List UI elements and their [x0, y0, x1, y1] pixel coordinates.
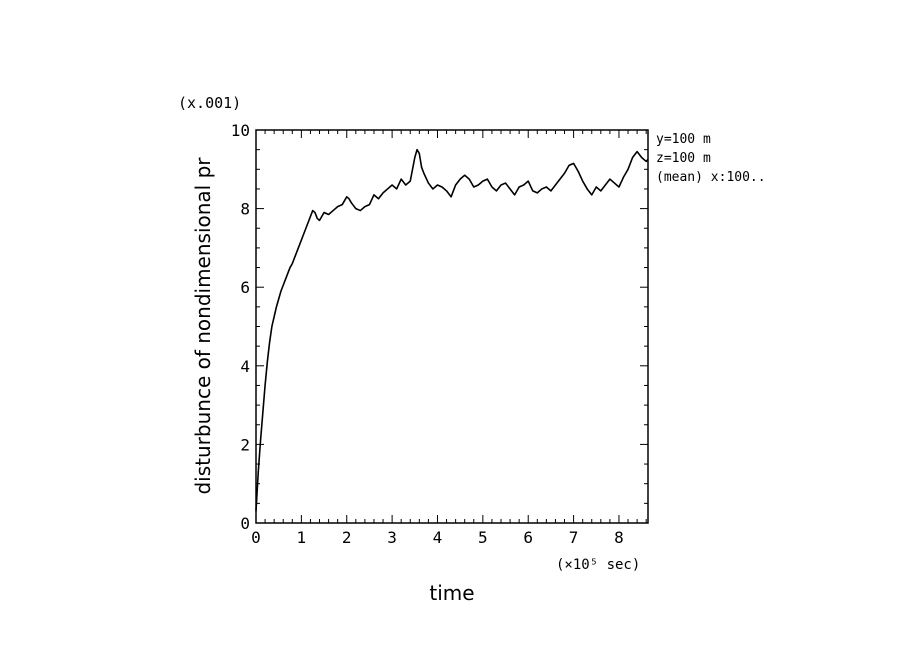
x-tick-label: 5 — [478, 528, 488, 547]
x-tick-label: 3 — [387, 528, 397, 547]
y-tick-label: 8 — [240, 200, 250, 219]
y-scale-label: (x.001) — [178, 94, 241, 112]
y-axis-title: disturbunce of nondimensional pr — [191, 157, 215, 495]
x-tick-label: 4 — [433, 528, 443, 547]
x-tick-label: 0 — [251, 528, 261, 547]
y-tick-label: 0 — [240, 514, 250, 533]
annotation-z: z=100 m — [656, 151, 711, 166]
series-group — [255, 148, 649, 512]
x-axis: 0 1 2 3 4 5 6 7 8 — [251, 130, 647, 547]
series-line — [255, 148, 649, 512]
y-tick-label: 2 — [240, 435, 250, 454]
x-tick-label: 7 — [569, 528, 579, 547]
x-axis-title: time — [429, 581, 474, 605]
y-tick-label: 4 — [240, 357, 250, 376]
plot-frame — [255, 129, 649, 524]
x-tick-label: 1 — [297, 528, 307, 547]
x-unit-label: (×10⁵ sec) — [556, 557, 640, 573]
y-tick-label: 10 — [231, 121, 250, 140]
x-tick-label: 6 — [523, 528, 533, 547]
y-tick-label: 6 — [240, 278, 250, 297]
plot-area — [255, 129, 649, 524]
annotation-mean: (mean) x:100.. — [656, 170, 766, 185]
annotation-y: y=100 m — [656, 132, 711, 147]
x-tick-label: 8 — [614, 528, 624, 547]
x-tick-label: 2 — [342, 528, 352, 547]
y-axis: 0 2 4 6 8 10 — [231, 121, 648, 533]
